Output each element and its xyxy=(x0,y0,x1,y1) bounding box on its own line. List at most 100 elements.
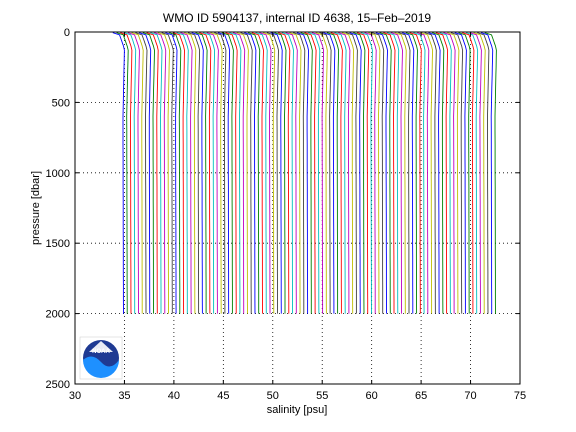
salinity-profile-line xyxy=(371,32,385,314)
salinity-profile-line xyxy=(142,32,155,314)
salinity-profile-line xyxy=(259,32,272,314)
salinity-profile-line xyxy=(240,32,253,314)
salinity-profile-line xyxy=(195,32,208,314)
salinity-profile-line xyxy=(473,32,486,314)
salinity-profile-line xyxy=(364,32,377,314)
salinity-profile-line xyxy=(251,32,264,314)
salinity-profile-line xyxy=(161,32,174,314)
noaa-logo: NOAA xyxy=(79,336,123,380)
x-tick-label: 75 xyxy=(514,390,526,402)
x-tick-label: 40 xyxy=(168,390,180,402)
salinity-profile-line xyxy=(266,32,279,314)
salinity-profile-line xyxy=(281,32,294,314)
salinity-profile-line xyxy=(217,32,231,314)
salinity-profile-line xyxy=(338,32,351,314)
x-tick-labels: 30 35 40 45 50 55 60 65 70 75 xyxy=(69,390,526,402)
salinity-profile-line xyxy=(454,32,467,314)
salinity-profile-line xyxy=(225,32,238,314)
salinity-profile-line xyxy=(270,32,283,314)
salinity-profile-line xyxy=(368,32,381,314)
salinity-profile-line xyxy=(199,32,212,314)
salinity-profile-line xyxy=(120,32,133,314)
salinity-profile-line xyxy=(206,32,219,314)
salinity-profile-line xyxy=(462,32,475,314)
salinity-profile-line xyxy=(465,32,479,314)
salinity-profile-line xyxy=(247,32,261,314)
salinity-profile-line xyxy=(439,32,452,314)
salinity-profile-line xyxy=(386,32,400,314)
salinity-profile-line xyxy=(255,32,268,314)
salinity-profile-line xyxy=(480,32,494,314)
salinity-profile-line xyxy=(323,32,336,314)
salinity-profile-line xyxy=(379,32,392,314)
salinity-profile-line xyxy=(135,32,148,314)
salinity-profile-line xyxy=(458,32,471,314)
salinity-profile-line xyxy=(402,32,415,314)
salinity-profile-line xyxy=(360,32,373,314)
salinity-profile-line xyxy=(450,32,464,314)
x-tick-label: 60 xyxy=(366,390,378,402)
salinity-profile-line xyxy=(187,32,201,314)
salinity-profile-line xyxy=(184,32,197,314)
salinity-profile-line xyxy=(127,32,140,314)
x-tick-label: 65 xyxy=(415,390,427,402)
x-tick-label: 35 xyxy=(118,390,130,402)
salinity-profile-line xyxy=(349,32,362,314)
salinity-profile-line xyxy=(356,32,370,314)
x-tick-label: 30 xyxy=(69,390,81,402)
salinity-profile-line xyxy=(424,32,437,314)
salinity-profile-line xyxy=(330,32,343,314)
salinity-profile-line xyxy=(180,32,193,314)
salinity-profile-line xyxy=(146,32,159,314)
salinity-profile-line xyxy=(278,32,291,314)
salinity-profile-line xyxy=(319,32,332,314)
salinity-profile-line xyxy=(172,32,185,314)
salinity-profiles xyxy=(112,32,497,314)
y-tick-label: 500 xyxy=(52,97,70,109)
salinity-profile-line xyxy=(150,32,163,314)
salinity-profile-line xyxy=(345,32,358,314)
x-tick-label: 45 xyxy=(217,390,229,402)
logo-bird xyxy=(89,341,113,352)
logo-text: NOAA xyxy=(92,349,110,355)
salinity-profile-line xyxy=(202,32,216,314)
y-tick-label: 0 xyxy=(64,27,70,39)
salinity-profile-line xyxy=(375,32,388,314)
salinity-profile-line xyxy=(112,32,125,314)
salinity-profile-line xyxy=(417,32,430,314)
x-tick-label: 50 xyxy=(267,390,279,402)
salinity-profile-line xyxy=(447,32,460,314)
salinity-profile-line xyxy=(394,32,407,314)
salinity-profile-line xyxy=(123,32,137,314)
salinity-profile-line xyxy=(176,32,189,314)
salinity-profile-line xyxy=(244,32,257,314)
salinity-profile-line xyxy=(229,32,242,314)
salinity-profile-line xyxy=(165,32,178,314)
salinity-profile-line xyxy=(383,32,396,314)
axis-ticks xyxy=(74,31,521,385)
salinity-profile-line xyxy=(334,32,347,314)
salinity-profile-line xyxy=(405,32,418,314)
salinity-profile-line xyxy=(484,32,497,314)
salinity-profile-line xyxy=(285,32,298,314)
salinity-profile-line xyxy=(232,32,246,314)
salinity-profile-line xyxy=(428,32,441,314)
salinity-profile-line xyxy=(236,32,249,314)
salinity-profile-line xyxy=(289,32,302,314)
salinity-profile-line xyxy=(131,32,144,314)
salinity-profile-line xyxy=(293,32,306,314)
y-tick-label: 1500 xyxy=(46,238,70,250)
x-tick-label: 55 xyxy=(316,390,328,402)
salinity-profile-line xyxy=(413,32,426,314)
salinity-profile-line xyxy=(262,32,276,314)
y-tick-label: 2000 xyxy=(46,309,70,321)
plot-frame xyxy=(74,31,521,385)
salinity-profile-line xyxy=(308,32,321,314)
salinity-profile-line xyxy=(154,32,167,314)
salinity-profile-line xyxy=(398,32,411,314)
salinity-profile-line xyxy=(191,32,204,314)
salinity-profile-line xyxy=(443,32,456,314)
y-tick-label: 1000 xyxy=(46,168,70,180)
salinity-profile-line xyxy=(353,32,366,314)
